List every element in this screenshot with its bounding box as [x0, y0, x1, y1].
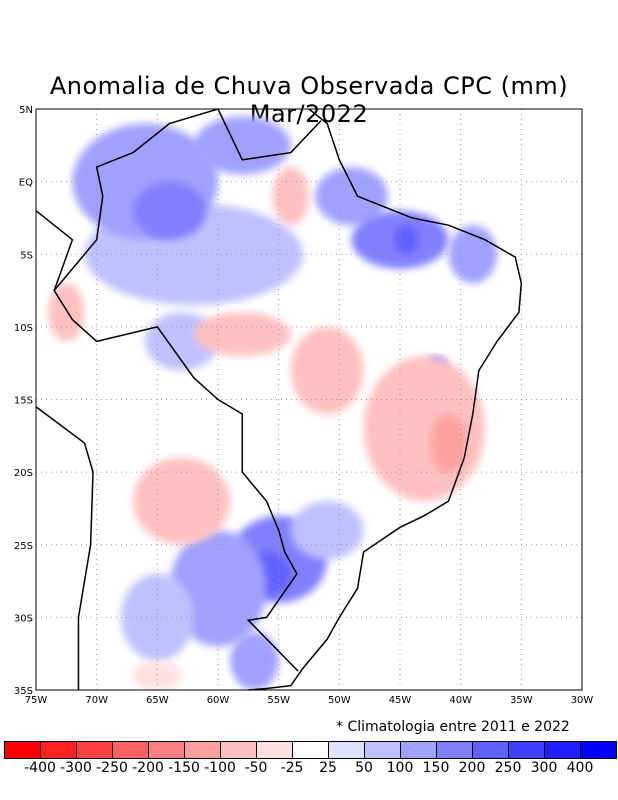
- colorbar-swatch: [257, 742, 293, 758]
- colorbar-swatch: [545, 742, 581, 758]
- colorbar-label: -25: [280, 760, 304, 776]
- colorbar-label: 150: [422, 760, 450, 776]
- colorbar-label: 250: [494, 760, 522, 776]
- colorbar-swatch: [473, 742, 509, 758]
- colorbar-swatch: [149, 742, 185, 758]
- lon-tick-label: 35W: [510, 695, 533, 706]
- negative-anomaly-area: [272, 167, 309, 226]
- positive-anomaly-area: [169, 530, 267, 647]
- colorbar-swatch: [365, 742, 401, 758]
- colorbar-swatch: [113, 742, 149, 758]
- colorbar-swatch: [5, 742, 41, 758]
- coastline: [248, 108, 523, 691]
- lon-tick-label: 55W: [267, 695, 290, 706]
- lat-tick-label: 5S: [20, 250, 33, 261]
- colorbar-swatch: [509, 742, 545, 758]
- colorbar-swatch: [437, 742, 473, 758]
- lat-tick-label: 35S: [14, 686, 33, 697]
- lon-tick-label: 65W: [146, 695, 169, 706]
- colorbar-label: 50: [355, 760, 373, 776]
- colorbar-label: -200: [132, 760, 164, 776]
- lat-tick-label: EQ: [19, 178, 33, 189]
- colorbar-label: 100: [386, 760, 414, 776]
- colorbar-swatch: [401, 742, 437, 758]
- negative-anomaly-area: [193, 312, 291, 356]
- negative-anomaly-area: [133, 457, 231, 545]
- lat-tick-label: 30S: [14, 613, 33, 624]
- lon-tick-label: 45W: [389, 695, 412, 706]
- lat-tick-label: 15S: [14, 396, 33, 407]
- map-title: Anomalia de Chuva Observada CPC (mm) Mar…: [49, 72, 569, 128]
- positive-anomaly-area: [120, 573, 194, 661]
- colorbar-label: 25: [319, 760, 337, 776]
- positive-anomaly-area: [133, 181, 206, 240]
- lon-tick-label: 75W: [25, 695, 48, 706]
- colorbar-swatch: [41, 742, 77, 758]
- colorbar-label: 200: [458, 760, 486, 776]
- colorbar-swatch: [293, 742, 329, 758]
- colorbar-label: 300: [530, 760, 558, 776]
- positive-anomaly-area: [448, 225, 498, 284]
- colorbar-swatch: [581, 742, 616, 758]
- colorbar: [4, 741, 617, 759]
- lon-tick-label: 60W: [207, 695, 230, 706]
- anomaly-fill-layer: [48, 116, 498, 690]
- lat-tick-label: 5N: [19, 105, 33, 116]
- lat-tick-label: 10S: [14, 323, 33, 334]
- negative-anomaly-area: [290, 326, 364, 415]
- negative-anomaly-area: [430, 414, 467, 473]
- colorbar-label: -150: [168, 760, 200, 776]
- lon-tick-label: 50W: [328, 695, 351, 706]
- colorbar-label: -300: [60, 760, 92, 776]
- lon-tick-label: 40W: [449, 695, 472, 706]
- climatology-note: * Climatologia entre 2011 e 2022: [336, 719, 570, 735]
- positive-anomaly-area: [193, 116, 291, 175]
- negative-anomaly-area: [133, 660, 182, 690]
- colorbar-label: -100: [204, 760, 236, 776]
- positive-anomaly-area: [230, 631, 279, 690]
- negative-anomaly-area: [363, 355, 485, 502]
- negative-anomaly-area: [48, 283, 85, 342]
- colorbar-swatch: [77, 742, 113, 758]
- colorbar-label: 400: [566, 760, 594, 776]
- lon-tick-label: 30W: [571, 695, 594, 706]
- brazil-border: [53, 108, 322, 672]
- west-coastline: [35, 406, 94, 690]
- colorbar-label: -250: [96, 760, 128, 776]
- colorbar-swatch: [221, 742, 257, 758]
- positive-anomaly-area: [315, 167, 388, 226]
- colorbar-label: -50: [244, 760, 268, 776]
- andes-border: [35, 210, 74, 291]
- positive-anomaly-area: [393, 225, 419, 255]
- lat-tick-label: 20S: [14, 468, 33, 479]
- map-frame: [35, 108, 583, 691]
- colorbar-swatch: [329, 742, 365, 758]
- lat-tick-label: 25S: [14, 541, 33, 552]
- lon-tick-label: 70W: [85, 695, 108, 706]
- colorbar-label: -400: [24, 760, 56, 776]
- colorbar-swatch: [185, 742, 221, 758]
- positive-anomaly-area: [290, 501, 364, 560]
